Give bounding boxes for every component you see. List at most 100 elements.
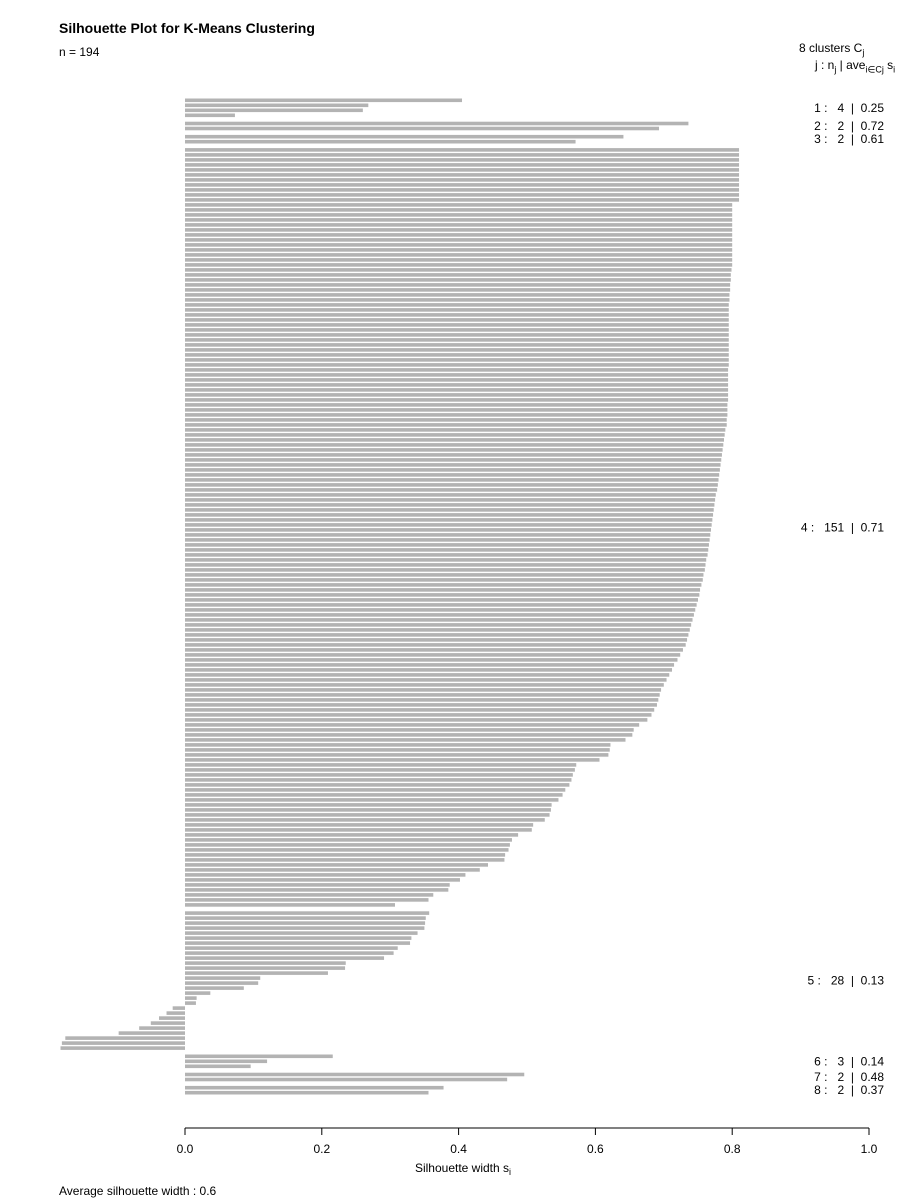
silhouette-bar-c6-3	[185, 1064, 251, 1069]
silhouette-bar-c4-72	[185, 503, 715, 507]
silhouette-bar-c4-79	[185, 538, 710, 542]
silhouette-bar-c5-7	[185, 941, 411, 945]
silhouette-bar-c4-122	[185, 753, 609, 757]
silhouette-bar-c5-18	[185, 996, 197, 1000]
silhouette-bar-c4-39	[185, 338, 729, 342]
silhouette-bar-c4-63	[185, 458, 722, 462]
silhouette-bar-c4-115	[185, 718, 648, 722]
silhouette-bar-c4-64	[185, 463, 721, 467]
silhouette-bar-c4-38	[185, 333, 729, 337]
silhouette-bar-c4-74	[185, 513, 714, 517]
silhouette-bar-c4-94	[185, 613, 694, 617]
x-tick-label-2: 0.4	[450, 1142, 467, 1156]
silhouette-bar-c4-46	[185, 373, 729, 377]
silhouette-bar-c4-133	[185, 808, 551, 812]
silhouette-bar-c5-1	[185, 911, 430, 915]
silhouette-bar-c4-142	[185, 853, 506, 857]
silhouette-bar-c4-108	[185, 683, 664, 687]
silhouette-bar-c4-56	[185, 423, 727, 427]
silhouette-bar-c4-146	[185, 873, 466, 877]
silhouette-bar-c4-4	[185, 163, 740, 167]
silhouette-bar-c4-37	[185, 328, 729, 332]
cluster-label-8: 8 : 2 | 0.37	[814, 1083, 884, 1097]
silhouette-bar-c4-18	[185, 233, 733, 237]
silhouette-bar-c5-5	[185, 931, 418, 935]
silhouette-bar-c6-2	[185, 1059, 268, 1064]
x-axis-label-sub: i	[509, 1167, 511, 1177]
silhouette-bar-c4-127	[185, 778, 572, 782]
x-tick-label-4: 0.8	[724, 1142, 741, 1156]
silhouette-bar-c7-2	[185, 1077, 508, 1082]
silhouette-bar-c4-135	[185, 818, 545, 822]
silhouette-bar-c5-12	[185, 966, 346, 970]
silhouette-bar-c4-5	[185, 168, 740, 172]
silhouette-bar-c4-141	[185, 848, 509, 852]
clusters-columns-header: j : nj | avei∈Cj si	[815, 58, 895, 75]
silhouette-bar-c4-54	[185, 413, 728, 417]
cluster-label-4: 4 : 151 | 0.71	[801, 520, 885, 534]
x-tick-label-1: 0.2	[313, 1142, 330, 1156]
silhouette-bar-c4-80	[185, 543, 709, 547]
silhouette-bar-c4-100	[185, 643, 686, 647]
silhouette-bar-c4-24	[185, 263, 733, 267]
silhouette-bar-c5-28	[60, 1046, 186, 1050]
silhouette-bar-c4-17	[185, 228, 733, 232]
silhouette-bar-c4-91	[185, 598, 698, 602]
silhouette-bar-c5-8	[185, 946, 398, 950]
silhouette-bar-c4-73	[185, 508, 714, 512]
silhouette-bar-c4-70	[185, 493, 716, 497]
silhouette-bar-c4-90	[185, 593, 700, 597]
silhouette-bar-c4-85	[185, 568, 705, 572]
silhouette-bar-c4-16	[185, 223, 733, 227]
silhouette-bar-c4-102	[185, 653, 681, 657]
silhouette-bar-c4-67	[185, 478, 719, 482]
silhouette-bar-c5-16	[185, 986, 244, 990]
cols-sub-nj: j	[834, 64, 837, 75]
clusters-count-sub: j	[862, 47, 865, 58]
silhouette-bar-c4-58	[185, 433, 725, 437]
silhouette-bar-c4-9	[185, 188, 740, 192]
silhouette-bar-c4-92	[185, 603, 697, 607]
silhouette-bar-c4-20	[185, 243, 733, 247]
silhouette-bar-c4-42	[185, 353, 729, 357]
silhouette-bar-c4-53	[185, 408, 728, 412]
silhouette-bar-c4-151	[185, 898, 429, 902]
silhouette-bar-c4-77	[185, 528, 711, 532]
silhouette-bar-c4-139	[185, 838, 512, 842]
silhouette-bar-c5-2	[185, 916, 426, 920]
silhouette-bar-c4-41	[185, 348, 729, 352]
cols-mid: | ave	[836, 58, 866, 72]
silhouette-bar-c4-23	[185, 258, 733, 262]
silhouette-bar-c4-105	[185, 668, 673, 672]
silhouette-bar-c5-21	[166, 1011, 185, 1015]
silhouette-bar-c4-82	[185, 553, 708, 557]
silhouette-bar-c5-26	[65, 1036, 185, 1040]
silhouette-bar-c4-14	[185, 213, 733, 217]
silhouette-bar-c4-111	[185, 698, 659, 702]
silhouette-bar-c4-12	[185, 203, 733, 207]
silhouette-bar-c5-22	[159, 1016, 185, 1020]
silhouette-bar-c4-128	[185, 783, 570, 787]
silhouette-bar-c4-68	[185, 483, 718, 487]
silhouette-bar-c4-143	[185, 858, 505, 862]
silhouette-bar-c4-25	[185, 268, 732, 272]
silhouette-bar-c4-147	[185, 878, 460, 882]
silhouette-bar-c4-152	[185, 903, 395, 907]
silhouette-bar-c4-98	[185, 633, 689, 637]
silhouette-bar-c4-28	[185, 283, 731, 287]
silhouette-bar-c4-132	[185, 803, 552, 807]
silhouette-bar-c4-149	[185, 888, 449, 892]
silhouette-bar-c4-27	[185, 278, 731, 282]
silhouette-bar-c4-26	[185, 273, 731, 277]
cols-end: s	[883, 58, 894, 72]
silhouette-bar-c4-1	[185, 148, 740, 152]
silhouette-bar-c4-107	[185, 678, 667, 682]
silhouette-bar-c4-101	[185, 648, 683, 652]
silhouette-bar-c4-119	[185, 738, 626, 742]
silhouette-bar-c4-50	[185, 393, 729, 397]
silhouette-bar-c4-112	[185, 703, 657, 707]
silhouette-bar-c4-136	[185, 823, 534, 827]
cols-sub-membership: i∈Cj	[865, 64, 884, 75]
silhouette-bar-c4-109	[185, 688, 662, 692]
silhouette-bar-c4-71	[185, 498, 716, 502]
